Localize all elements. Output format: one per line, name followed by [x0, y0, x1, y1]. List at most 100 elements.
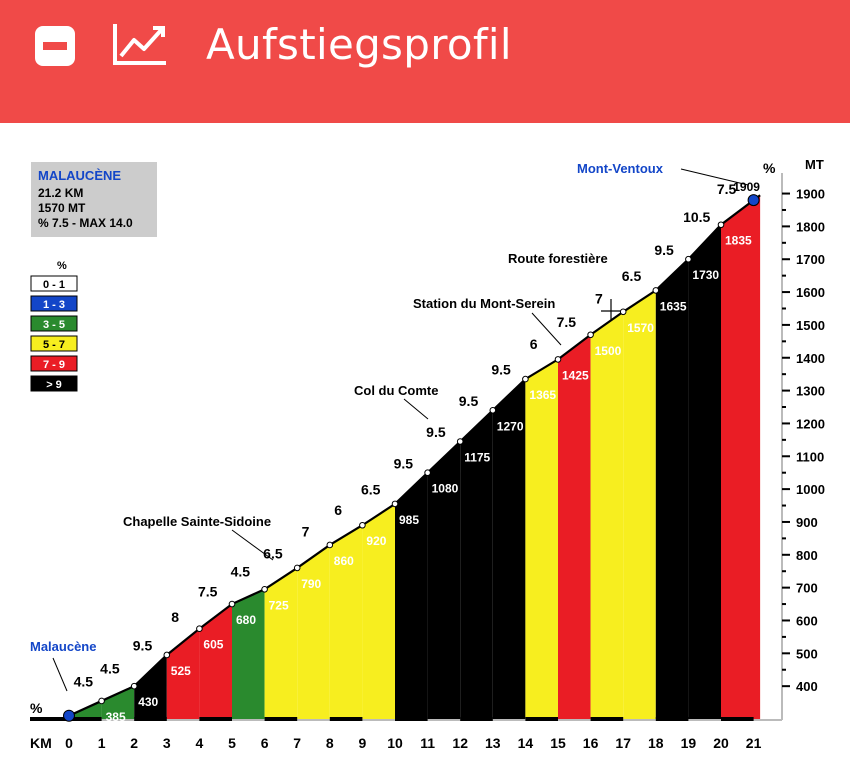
km-bar-18: [655, 717, 689, 721]
x-tick-label-2: 2: [130, 735, 138, 751]
elevation-marker-7: [293, 564, 301, 572]
elevation-label-2: 430: [138, 695, 158, 709]
x-tick-label-7: 7: [293, 735, 301, 751]
x-tick-label-9: 9: [359, 735, 367, 751]
legend-label-2: 3 - 5: [43, 319, 65, 331]
profile-segment-18: [655, 259, 689, 719]
x-tick-label-16: 16: [583, 735, 599, 751]
grade-label-4: 7.5: [198, 583, 218, 599]
info-box-line-2: % 7.5 - MAX 14.0: [38, 216, 133, 230]
elevation-label-17: 1570: [627, 321, 654, 335]
elevation-marker-6: [261, 585, 268, 593]
x-tick-label-0: 0: [65, 735, 73, 751]
legend-swatch-2: [30, 315, 78, 332]
profile-segment-15: [558, 334, 591, 719]
elevation-label-3: 525: [171, 664, 191, 678]
profile-segment-14: [525, 359, 558, 719]
place-label-mont-serein: Station du Mont-Serein: [413, 296, 555, 311]
x-tick-label-14: 14: [518, 735, 534, 751]
legend-label-3: 5 - 7: [43, 339, 65, 351]
profile-segment-19: [688, 224, 721, 719]
y-axis-label: MT: [805, 157, 824, 172]
y-tick-label-1500: 1500: [796, 318, 825, 333]
elevation-label-7: 790: [301, 577, 321, 591]
elevation-label-13: 1270: [497, 419, 524, 433]
profile-segment-11: [427, 441, 461, 719]
place-label-malaucene: Malaucène: [30, 639, 96, 654]
app-header: Aufstiegsprofil: [0, 0, 850, 123]
elevation-label-21: 1909: [733, 180, 760, 194]
x-tick-label-13: 13: [485, 735, 501, 751]
elevation-marker-14: [522, 375, 529, 383]
y-tick-label-1100: 1100: [796, 449, 824, 464]
line-chart-icon[interactable]: [112, 22, 168, 66]
profile-segment-6: [264, 567, 298, 719]
y-tick-label-1700: 1700: [796, 252, 825, 267]
grade-label-3: 8: [171, 609, 179, 625]
grade-label-15: 7.5: [557, 314, 577, 330]
y-tick-label-900: 900: [796, 515, 818, 530]
profile-segment-17: [623, 290, 656, 719]
x-tick-label-11: 11: [420, 735, 435, 751]
x-axis-label: KM: [30, 735, 52, 751]
km-bar-16: [590, 717, 624, 721]
grade-label-0: 4.5: [74, 673, 94, 689]
km-bar-2: [134, 717, 167, 721]
elevation-label-14: 1365: [529, 388, 556, 402]
elevation-marker-1: [98, 697, 105, 705]
place-leader-col-du-comte: [403, 398, 429, 420]
info-box-title: MALAUCÈNE: [38, 168, 121, 183]
place-label-col-du-comte: Col du Comte: [354, 383, 439, 398]
elevation-label-10: 985: [399, 513, 419, 527]
elevation-marker-2: [130, 682, 138, 690]
grade-label-6: 6.5: [263, 546, 283, 562]
elevation-marker-16: [587, 331, 594, 339]
elevation-marker-19: [685, 255, 692, 263]
y-tick-label-500: 500: [796, 646, 818, 661]
y-tick-label-700: 700: [796, 581, 818, 596]
grade-label-17: 6.5: [622, 268, 642, 284]
elevation-marker-10: [391, 500, 399, 508]
profile-segment-12: [460, 410, 493, 719]
grade-label-12: 9.5: [459, 393, 479, 409]
y-tick-label-800: 800: [796, 548, 818, 563]
elevation-label-19: 1730: [692, 268, 719, 282]
minus-square-icon[interactable]: [35, 26, 75, 66]
grade-label-7: 7: [302, 523, 310, 539]
grade-label-18: 9.5: [654, 242, 674, 258]
legend-swatch-1: [30, 295, 78, 312]
x-tick-label-15: 15: [550, 735, 566, 751]
profile-segment-8: [329, 525, 363, 719]
elevation-label-1: 385: [106, 710, 126, 724]
profile-segment-9: [362, 503, 395, 719]
grade-label-20: 7.5: [717, 181, 737, 197]
x-tick-label-1: 1: [98, 735, 106, 751]
elevation-label-5: 680: [236, 613, 256, 627]
info-box-line-1: 1570 MT: [38, 201, 86, 215]
profile-segment-4: [199, 604, 232, 719]
info-box: [31, 162, 157, 237]
profile-segment-3: [166, 628, 200, 719]
x-tick-label-10: 10: [387, 735, 403, 751]
elevation-label-8: 860: [334, 554, 354, 568]
elevation-label-16: 1500: [595, 344, 622, 358]
profile-segment-20: [721, 195, 761, 719]
elevation-marker-11: [424, 469, 431, 476]
legend-label-0: 0 - 1: [43, 279, 65, 291]
grade-label-10: 9.5: [394, 455, 414, 471]
elevation-marker-20: [717, 221, 725, 229]
km-bar-6: [264, 717, 298, 721]
elevation-marker-8: [326, 541, 334, 549]
y-tick-label-1200: 1200: [796, 416, 825, 431]
elevation-marker-13: [489, 406, 497, 414]
y-tick-label-1000: 1000: [796, 482, 825, 497]
elevation-label-12: 1175: [464, 450, 490, 464]
km-bar-14: [525, 717, 558, 721]
place-label-route-forestiere: Route forestière: [508, 251, 608, 266]
info-box-line-0: 21.2 KM: [38, 186, 83, 200]
km-bar-12: [460, 717, 493, 721]
legend-title: %: [57, 260, 67, 272]
profile-segment-1: [101, 686, 135, 719]
elevation-label-4: 605: [203, 638, 223, 652]
elevation-label-11: 1080: [432, 482, 459, 496]
